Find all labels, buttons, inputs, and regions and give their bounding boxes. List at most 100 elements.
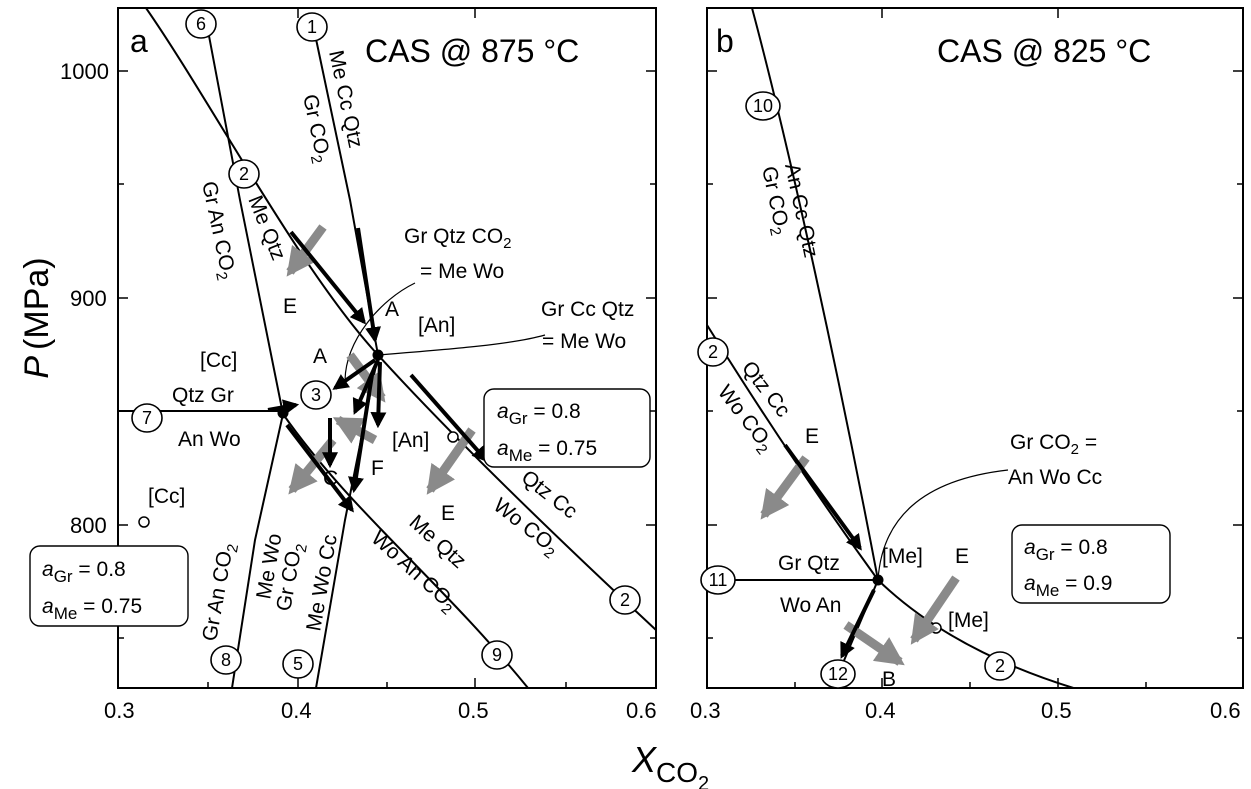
reaction-8: 8	[210, 645, 242, 675]
svg-text:aGr = 0.8: aGr = 0.8	[42, 558, 126, 586]
reaction-2-lower: 2	[609, 585, 641, 615]
svg-text:aMe = 0.75: aMe = 0.75	[497, 437, 597, 465]
svg-text:3: 3	[311, 385, 321, 405]
leader-gr-cc-qtz	[377, 334, 546, 356]
open-point-cc	[138, 516, 150, 528]
svg-text:aGr = 0.8: aGr = 0.8	[1024, 536, 1108, 564]
a-x-tick-0.3: 0.3	[104, 698, 135, 723]
y-axis-unit: (MPa)	[18, 257, 56, 350]
y-axis-symbol: P	[18, 356, 56, 379]
b-x-tick-0.6: 0.6	[1210, 698, 1241, 723]
panel-b-title: CAS @ 825 °C	[937, 33, 1151, 69]
b-x-tick-0.5: 0.5	[1041, 698, 1072, 723]
svg-text:9: 9	[492, 645, 502, 665]
panel-b-activity-box: aGr = 0.8 aMe = 0.9	[1011, 524, 1171, 604]
panel-b-letter: b	[716, 23, 734, 59]
b-point-label-E2: E	[955, 545, 969, 568]
y-tick-900: 900	[70, 286, 107, 311]
svg-text:2: 2	[620, 590, 630, 610]
open-label-an: [An]	[392, 429, 429, 452]
open-point-me	[930, 622, 942, 634]
b-x-tick-0.3: 0.3	[690, 698, 721, 723]
reaction-11: 11	[700, 565, 736, 595]
curve-10	[751, 8, 879, 581]
svg-text:5: 5	[293, 654, 303, 674]
open-point-an	[447, 431, 459, 443]
label-gr-an-co2-2: Gr An CO2	[193, 179, 240, 282]
reaction-6: 6	[185, 9, 217, 39]
svg-text:2: 2	[995, 656, 1005, 676]
reaction-2: 2	[228, 159, 260, 189]
label-me-bracket: [Me]	[882, 545, 923, 568]
svg-text:P(MPa): P (MPa)	[18, 257, 56, 378]
svg-text:aGr = 0.8: aGr = 0.8	[497, 400, 581, 428]
svg-text:11: 11	[709, 570, 728, 590]
label-an-wo-cc: An Wo Cc	[1008, 466, 1102, 489]
y-tick-1000: 1000	[60, 59, 109, 84]
open-label-cc: [Cc]	[148, 485, 185, 508]
label-gr-an-co2-8: Gr An CO2	[198, 541, 242, 644]
x-axis-subscript: CO	[656, 757, 698, 788]
svg-text:2: 2	[239, 164, 249, 184]
point-label-F: F	[371, 457, 384, 480]
reaction-3: 3	[300, 380, 332, 410]
leader-gr-qtz-co2	[344, 282, 416, 381]
label-eq-me-wo-2: = Me Wo	[542, 330, 626, 353]
panel-a-black-arrows	[267, 227, 489, 513]
b-x-tick-0.4: 0.4	[865, 698, 896, 723]
svg-text:XCO2: XCO2	[631, 739, 709, 789]
x-axis-symbol: X	[631, 739, 658, 780]
reaction-9: 9	[481, 640, 513, 670]
a-x-tick-0.4: 0.4	[281, 698, 312, 723]
curve-8	[231, 413, 284, 688]
panel-b-ticks	[707, 8, 1243, 688]
a-x-tick-0.5: 0.5	[458, 698, 489, 723]
panel-a-letter: a	[130, 23, 148, 59]
panel-a-ticks	[118, 8, 656, 688]
label-gr-co2-eq: Gr CO2 =	[1010, 431, 1097, 458]
reaction-7: 7	[131, 403, 163, 433]
label-eq-me-wo: = Me Wo	[420, 260, 504, 283]
x-axis-label: XCO2	[631, 739, 709, 789]
point-label-E2: E	[441, 502, 455, 525]
reaction-2b-lower: 2	[984, 651, 1016, 681]
panel-a-activity-box-right: aGr = 0.8 aMe = 0.75	[483, 388, 651, 468]
label-wo-an: Wo An	[780, 594, 841, 617]
reaction-12: 12	[820, 659, 856, 689]
open-label-me: [Me]	[948, 609, 989, 632]
svg-text:8: 8	[221, 650, 231, 670]
panel-a: 1000 900 800 0.3 0.4 0.5 0.6 a CAS @ 875…	[29, 7, 657, 723]
label-an-wo: An Wo	[178, 428, 241, 451]
svg-text:aMe = 0.75: aMe = 0.75	[42, 595, 142, 623]
svg-text:12: 12	[828, 664, 848, 684]
point-label-A2: A	[313, 345, 327, 368]
label-an-bracket: [An]	[418, 314, 455, 337]
panel-a-activity-box-left: aGr = 0.8 aMe = 0.75	[29, 545, 189, 627]
svg-text:2: 2	[708, 342, 718, 362]
label-qtz-gr: Qtz Gr	[172, 384, 234, 407]
svg-text:10: 10	[753, 96, 773, 116]
b-point-label-B: B	[882, 668, 896, 691]
a-x-tick-0.6: 0.6	[626, 698, 657, 723]
panel-b-black-arrows	[783, 443, 876, 659]
panel-b: 0.3 0.4 0.5 0.6 b CAS @ 825 °C 10 2 11 1…	[690, 7, 1244, 723]
svg-text:6: 6	[196, 14, 206, 34]
y-axis-label: P (MPa)	[18, 257, 56, 378]
label-gr-qtz-co2: Gr Qtz CO2	[404, 225, 512, 252]
label-cc-bracket: [Cc]	[200, 349, 237, 372]
svg-text:aMe = 0.9: aMe = 0.9	[1024, 572, 1112, 600]
panel-a-title: CAS @ 875 °C	[365, 33, 579, 69]
svg-text:7: 7	[142, 408, 152, 428]
curve-6-8-upper	[205, 19, 284, 415]
reaction-2b: 2	[697, 337, 729, 367]
reaction-1: 1	[296, 12, 328, 42]
y-tick-800: 800	[70, 513, 107, 538]
reaction-10: 10	[745, 91, 781, 121]
label-gr-cc-qtz: Gr Cc Qtz	[541, 298, 634, 321]
point-label-E: E	[283, 295, 297, 318]
point-label-A: A	[385, 298, 399, 321]
leader-gr-co2	[877, 469, 1009, 581]
x-axis-subscript2: 2	[698, 773, 709, 789]
label-gr-qtz: Gr Qtz	[778, 552, 840, 575]
